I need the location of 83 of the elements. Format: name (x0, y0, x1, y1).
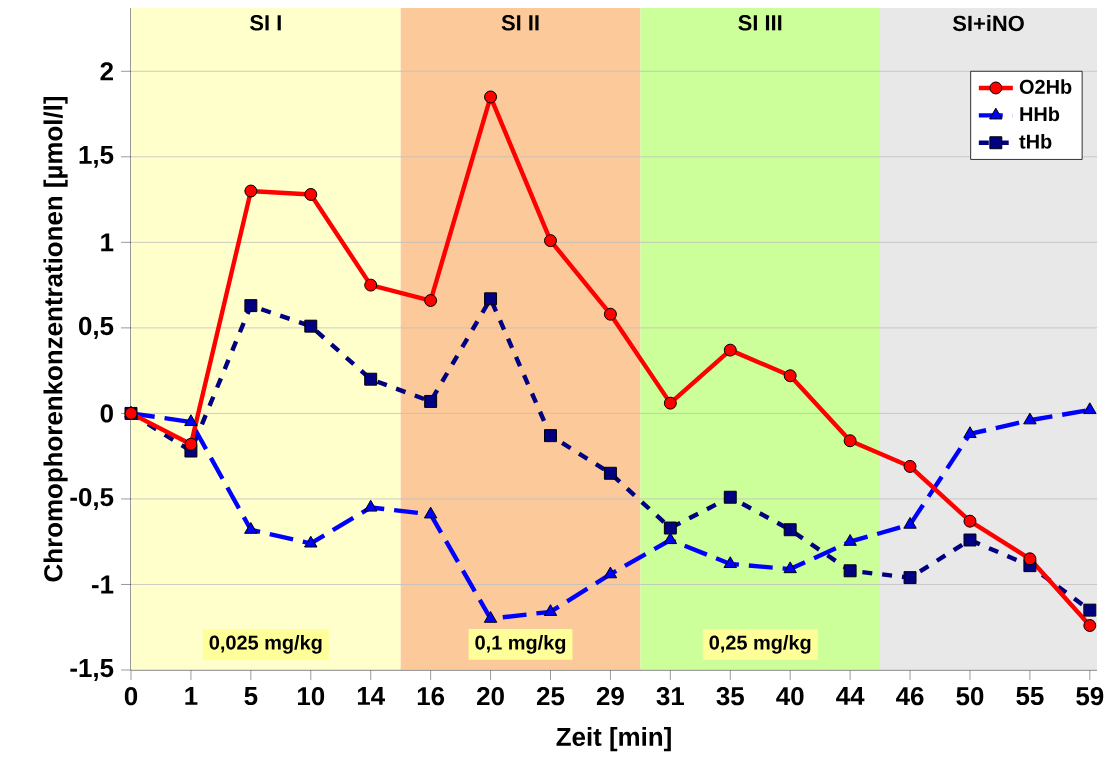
point (244, 299, 258, 313)
point (364, 372, 378, 386)
point (723, 556, 737, 569)
point (1083, 619, 1097, 632)
x-tick-label: 44 (836, 687, 865, 705)
x-tick-label: 10 (298, 687, 325, 706)
y-tick-label: -0,5 (70, 487, 114, 510)
point (304, 319, 318, 333)
legend-label: O2Hb (1019, 79, 1072, 94)
band-label: SI III (738, 15, 782, 31)
x-tick-label: 20 (477, 687, 504, 706)
x-tick-label: 50 (956, 687, 984, 706)
point (1083, 402, 1097, 415)
point (364, 278, 378, 292)
legend-label: tHb (1019, 134, 1052, 149)
point (603, 466, 617, 480)
x-tick-label: 1 (185, 687, 198, 705)
point (244, 522, 258, 534)
y-axis-title: Chromophorenkonzentrationen [µmol/l] (43, 96, 68, 582)
point (663, 396, 677, 410)
point (184, 437, 198, 451)
point (544, 234, 557, 248)
point (544, 429, 557, 443)
y-tick-label: 1 (101, 233, 114, 252)
y-tick-label: -1 (91, 575, 114, 594)
point (543, 604, 558, 616)
point (304, 535, 318, 548)
point (484, 292, 498, 306)
point (903, 459, 917, 473)
point (783, 561, 797, 574)
point (723, 490, 737, 504)
x-tick-label: 46 (896, 687, 924, 706)
point (783, 369, 797, 383)
x-tick-label: 40 (776, 687, 804, 706)
point (423, 506, 438, 519)
point (1023, 412, 1037, 425)
point (424, 294, 438, 307)
x-axis-title: Zeit [min] (556, 727, 671, 752)
point (483, 611, 498, 623)
band-label: SI+iNO (952, 15, 1024, 32)
x-tick-label: 16 (417, 687, 445, 706)
x-tick-label: 31 (656, 687, 685, 706)
x-tick-label: 29 (596, 687, 624, 706)
point (184, 414, 198, 427)
point (963, 533, 977, 547)
point (1083, 603, 1097, 617)
annotation: 0,25 mg/kg (709, 635, 811, 654)
y-tick-label: 1,5 (79, 145, 114, 168)
point (663, 532, 678, 545)
band-label: SI I (250, 15, 281, 31)
annotation: 0,1 mg/kg (475, 635, 566, 654)
annotation: 0,025 mg/kg (209, 635, 322, 654)
x-tick-label: 25 (536, 687, 565, 706)
point (304, 187, 318, 201)
x-tick-label: 59 (1076, 687, 1104, 706)
legend-label: HHb (1020, 106, 1060, 122)
point (903, 571, 917, 585)
point (603, 566, 618, 579)
x-tick-label: 5 (244, 687, 258, 706)
band-label: SI II (501, 15, 539, 31)
x-tick-label: 35 (716, 687, 744, 706)
point (363, 499, 378, 512)
point (663, 521, 677, 535)
point (783, 523, 797, 537)
point (1023, 552, 1037, 566)
point (843, 564, 857, 578)
x-tick-label: 55 (1016, 687, 1044, 706)
point (244, 184, 258, 198)
y-tick-label: 2 (100, 62, 113, 81)
point (843, 534, 857, 546)
point (424, 394, 438, 408)
point (484, 90, 498, 104)
point (723, 343, 737, 357)
x-tick-label: 0 (124, 687, 138, 706)
point (963, 426, 977, 439)
point (963, 514, 977, 528)
y-tick-label: 0 (100, 404, 113, 423)
y-tick-label: 0,5 (79, 316, 114, 339)
x-tick-label: 14 (357, 687, 385, 705)
point (603, 307, 617, 321)
y-tick-label: -1,5 (70, 659, 114, 681)
point (843, 434, 857, 448)
point (903, 516, 917, 529)
